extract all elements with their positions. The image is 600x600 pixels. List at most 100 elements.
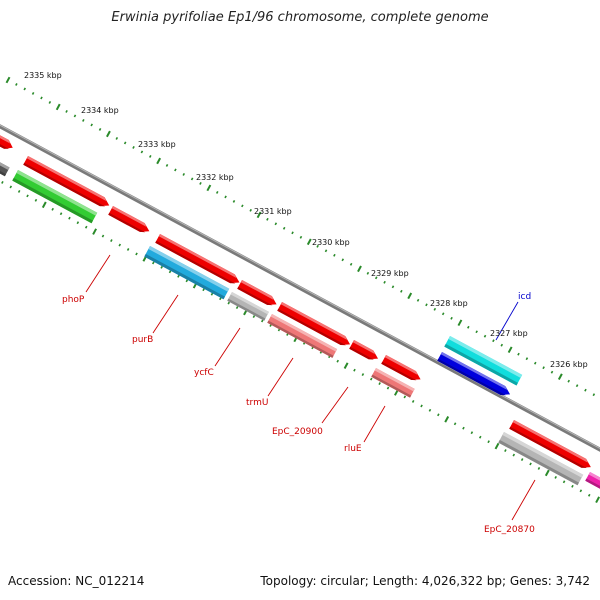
gene-upper-6-shine (280, 302, 348, 340)
gene-gray-2-shadow (498, 439, 579, 486)
gene-salmon-2 (371, 368, 415, 398)
gene-label: purB (132, 335, 153, 345)
gene-upper-5-shine (240, 280, 274, 300)
inner-tick (437, 413, 440, 417)
map-title: Erwinia pyrifoliae Ep1/96 chromosome, co… (111, 10, 489, 25)
gene-blue-1-shadow (437, 358, 506, 396)
scale-label: 2327 kbp (490, 329, 528, 338)
outer-tick (542, 366, 545, 370)
gene-green-1-shine (16, 170, 98, 216)
chromosome-backbone (0, 124, 600, 452)
gene-upper-6 (277, 302, 351, 346)
gene-salmon-1-shine (270, 314, 338, 352)
leader-line (85, 254, 111, 293)
inner-tick (101, 234, 105, 238)
gene-upper-6-body (277, 302, 351, 345)
gene-upper-9-shine (512, 420, 588, 463)
gene-upper-2-shadow (23, 162, 106, 207)
gene-upper-1-shadow (0, 138, 9, 149)
inner-tick (92, 228, 98, 235)
outer-tick (82, 119, 85, 122)
outer-tick (557, 373, 563, 380)
outer-tick (241, 204, 244, 208)
outer-tick (383, 280, 386, 284)
gene-upper-4-shadow (155, 240, 236, 284)
inner-tick (34, 198, 38, 202)
gene-dark-1-shine (0, 158, 10, 170)
outer-tick (206, 184, 212, 192)
gene-dark-1-shadow (0, 164, 7, 177)
gene-upper-2-body (23, 156, 110, 207)
inner-tick (470, 431, 474, 435)
backbone-highlight (0, 124, 600, 449)
gene-green-1-body (12, 170, 98, 224)
inner-tick (185, 279, 189, 283)
outer-tick (357, 265, 362, 273)
inner-tick (595, 496, 600, 504)
label-leader-lines (85, 254, 536, 521)
gene-upper-4-body (155, 234, 240, 284)
leader-line (495, 301, 519, 341)
inner-tick (369, 377, 373, 381)
gene-cyan-1-shadow (444, 343, 518, 386)
gene-gray-2 (498, 432, 584, 486)
gene-salmon-2-shine (374, 368, 415, 392)
outer-tick (182, 172, 186, 176)
gene-upper-1 (0, 132, 13, 149)
gene-upper-8-body (381, 355, 421, 380)
outer-tick (123, 141, 127, 145)
inner-tick (487, 440, 490, 444)
inner-tick (227, 301, 231, 305)
gene-gray-1-shine (230, 292, 269, 315)
gene-salmon-2-body (371, 368, 415, 398)
outer-tick (98, 128, 102, 131)
gene-upper-5-body (237, 280, 277, 305)
outer-tick (366, 271, 370, 275)
inner-tick (9, 185, 13, 189)
outer-tick (31, 92, 35, 95)
leader-line (214, 327, 241, 367)
outer-tick-ring (5, 76, 596, 397)
outer-tick (249, 208, 252, 212)
inner-tick (378, 382, 381, 385)
outer-tick (256, 211, 262, 219)
outer-tick (592, 393, 596, 397)
outer-tick (500, 343, 504, 347)
inner-tick (17, 189, 21, 193)
scale-label: 2335 kbp (24, 71, 62, 80)
inner-tick (579, 489, 583, 493)
inner-tick (554, 475, 557, 479)
gene-gray-2-shine (502, 432, 584, 478)
outer-tick (400, 289, 403, 293)
inner-tick (587, 493, 591, 497)
outer-tick (475, 330, 478, 334)
gene-upper-5-shadow (237, 286, 273, 306)
inner-tick (84, 225, 88, 229)
outer-tick (282, 226, 286, 230)
inner-tick (135, 252, 138, 256)
outer-tick (407, 292, 413, 300)
inner-tick (512, 453, 516, 457)
gene-blue-1-body (437, 352, 511, 395)
outer-tick (483, 334, 487, 338)
gene-label: phoP (62, 295, 85, 305)
gene-upper-7 (349, 340, 379, 360)
gene-upper-9-shadow (509, 426, 587, 469)
scale-label: 2334 kbp (81, 106, 119, 115)
inner-tick (126, 248, 130, 251)
scale-label: 2330 kbp (312, 238, 350, 247)
outer-tick (441, 312, 445, 316)
gene-skyblue-1-shine (148, 246, 230, 292)
gene-label: EpC_20870 (484, 525, 535, 535)
gene-salmon-1-body (267, 314, 338, 358)
inner-tick (520, 458, 524, 461)
inner-tick (529, 462, 532, 466)
outer-tick (140, 150, 144, 154)
outer-tick (215, 190, 219, 194)
outer-tick (507, 346, 513, 354)
gene-upper-3-shadow (108, 212, 146, 233)
gene-upper-4-shine (158, 234, 237, 279)
scale-labels: 2335 kbp 2334 kbp 2333 kbp 2332 kbp 2331 kbp… (24, 71, 588, 369)
outer-tick (174, 168, 177, 172)
outer-tick (517, 352, 520, 356)
